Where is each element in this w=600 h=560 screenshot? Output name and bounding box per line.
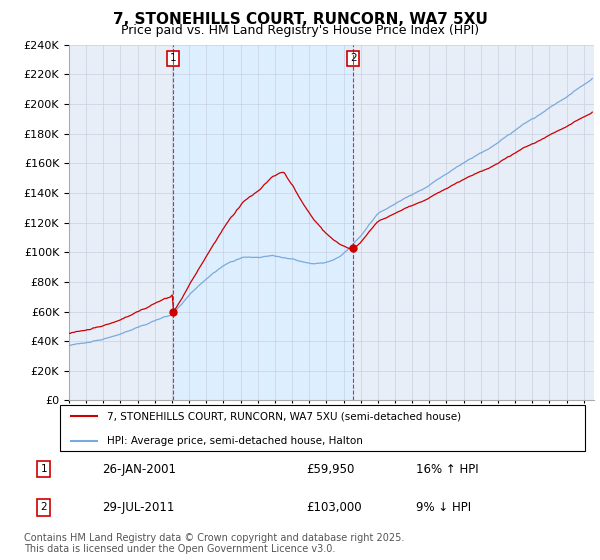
Text: 7, STONEHILLS COURT, RUNCORN, WA7 5XU: 7, STONEHILLS COURT, RUNCORN, WA7 5XU bbox=[113, 12, 487, 27]
Text: 1: 1 bbox=[40, 464, 47, 474]
Text: £59,950: £59,950 bbox=[306, 463, 355, 475]
Text: 2: 2 bbox=[40, 502, 47, 512]
Text: 16% ↑ HPI: 16% ↑ HPI bbox=[416, 463, 479, 475]
FancyBboxPatch shape bbox=[60, 405, 585, 451]
Text: 26-JAN-2001: 26-JAN-2001 bbox=[102, 463, 176, 475]
Text: 29-JUL-2011: 29-JUL-2011 bbox=[102, 501, 174, 514]
Text: 7, STONEHILLS COURT, RUNCORN, WA7 5XU (semi-detached house): 7, STONEHILLS COURT, RUNCORN, WA7 5XU (s… bbox=[107, 412, 461, 421]
Text: HPI: Average price, semi-detached house, Halton: HPI: Average price, semi-detached house,… bbox=[107, 436, 363, 446]
Bar bbox=[173, 45, 353, 400]
Text: 1: 1 bbox=[170, 53, 176, 63]
Text: Price paid vs. HM Land Registry's House Price Index (HPI): Price paid vs. HM Land Registry's House … bbox=[121, 24, 479, 36]
Text: £103,000: £103,000 bbox=[306, 501, 362, 514]
Text: 2: 2 bbox=[350, 53, 356, 63]
Text: 9% ↓ HPI: 9% ↓ HPI bbox=[416, 501, 472, 514]
Text: Contains HM Land Registry data © Crown copyright and database right 2025.
This d: Contains HM Land Registry data © Crown c… bbox=[24, 533, 404, 554]
